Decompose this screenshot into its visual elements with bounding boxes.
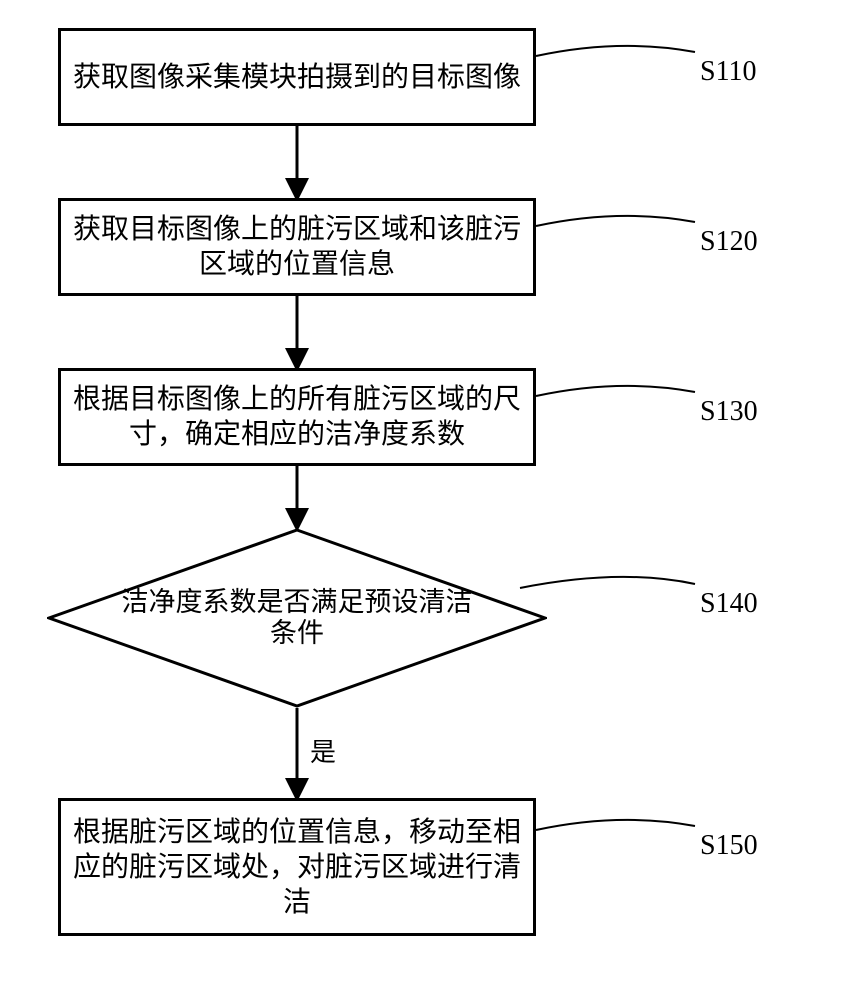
step-s110-box: 获取图像采集模块拍摄到的目标图像: [58, 28, 536, 126]
edge-label-yes: 是: [310, 732, 336, 769]
step-s150-text: 根据脏污区域的位置信息，移动至相应的脏污区域处，对脏污区域进行清洁: [71, 815, 523, 920]
label-s120: S120: [700, 226, 758, 258]
step-s110-text: 获取图像采集模块拍摄到的目标图像: [73, 60, 521, 95]
label-s140-text: S140: [700, 588, 758, 619]
step-s150-box: 根据脏污区域的位置信息，移动至相应的脏污区域处，对脏污区域进行清洁: [58, 798, 536, 936]
callout-line: [536, 386, 695, 396]
label-s110: S110: [700, 56, 757, 88]
callout-line: [536, 820, 695, 830]
label-s130-text: S130: [700, 396, 758, 427]
label-s130: S130: [700, 396, 758, 428]
decision-s140-text: 洁净度系数是否满足预设清洁条件: [117, 587, 477, 649]
callout-line: [536, 216, 695, 226]
label-s140: S140: [700, 588, 758, 620]
flowchart-canvas: 获取图像采集模块拍摄到的目标图像 获取目标图像上的脏污区域和该脏污区域的位置信息…: [0, 0, 844, 1000]
label-s150-text: S150: [700, 830, 758, 861]
step-s130-text: 根据目标图像上的所有脏污区域的尺寸，确定相应的洁净度系数: [71, 382, 523, 452]
step-s130-box: 根据目标图像上的所有脏污区域的尺寸，确定相应的洁净度系数: [58, 368, 536, 466]
decision-s140-wrap: 洁净度系数是否满足预设清洁条件: [47, 528, 547, 708]
step-s120-box: 获取目标图像上的脏污区域和该脏污区域的位置信息: [58, 198, 536, 296]
label-s150: S150: [700, 830, 758, 862]
edge-label-yes-text: 是: [310, 738, 336, 767]
label-s120-text: S120: [700, 226, 758, 257]
step-s120-text: 获取目标图像上的脏污区域和该脏污区域的位置信息: [71, 212, 523, 282]
label-s110-text: S110: [700, 56, 757, 87]
callout-line: [536, 46, 695, 56]
